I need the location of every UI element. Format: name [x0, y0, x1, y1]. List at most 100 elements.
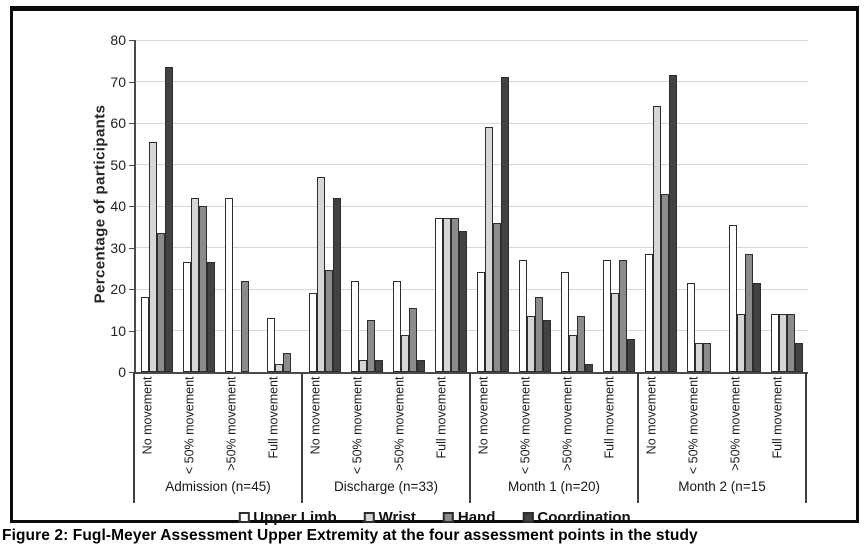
group-divider-2 — [469, 372, 471, 503]
y-tick-label-40: 40 — [110, 198, 126, 214]
group-divider-4 — [805, 372, 807, 503]
group-label: Admission (n=45) — [165, 479, 271, 494]
bar-coordination — [417, 359, 426, 372]
plot-area — [134, 39, 808, 374]
y-tick-label-20: 20 — [110, 281, 126, 297]
legend-label: Wrist — [378, 509, 416, 526]
gridline-80 — [136, 39, 808, 41]
bar-hand — [703, 342, 712, 372]
y-tick-mark-80 — [129, 40, 134, 41]
group-divider-0 — [133, 372, 135, 503]
bar-coordination — [207, 262, 216, 372]
y-tick-mark-60 — [129, 123, 134, 124]
bar-coordination — [333, 197, 342, 372]
bar-wrist — [400, 334, 409, 372]
bar-hand — [451, 218, 460, 372]
bar-hand — [493, 222, 502, 372]
legend-swatch — [238, 512, 250, 523]
bar-upper-limb — [434, 218, 443, 372]
bar-wrist — [442, 218, 451, 372]
bar-upper-limb — [182, 262, 191, 372]
y-tick-mark-20 — [129, 289, 134, 290]
gridline-60 — [136, 122, 808, 124]
y-tick-mark-10 — [129, 330, 134, 332]
gridline-20 — [136, 288, 808, 290]
bar-wrist — [568, 334, 577, 372]
bar-upper-limb — [644, 253, 653, 372]
figure-frame: Percentage of participants 0 10 20 30 40 50 60… — [10, 6, 859, 526]
gridline-40 — [136, 205, 808, 207]
bar-hand — [787, 313, 796, 372]
bar-hand — [283, 353, 292, 372]
legend-item-hand: Hand — [442, 509, 496, 526]
y-tick-label-70: 70 — [110, 73, 126, 90]
bar-upper-limb — [728, 224, 737, 372]
bar-hand — [409, 307, 418, 372]
bar-coordination — [501, 77, 510, 372]
bar-hand — [577, 315, 586, 372]
bar-wrist — [694, 342, 703, 372]
legend-item-coordination: Coordination — [522, 509, 631, 526]
group-label: Month 1 (n=20) — [508, 479, 600, 494]
figure-caption: Figure 2: Fugl-Meyer Assessment Upper Ex… — [2, 527, 698, 544]
bar-hand — [367, 320, 376, 372]
bar-coordination — [795, 342, 804, 372]
y-tick-label-60: 60 — [110, 115, 126, 131]
group-divider-1 — [301, 372, 303, 503]
bar-coordination — [585, 363, 594, 372]
bar-upper-limb — [224, 197, 233, 372]
bar-wrist — [610, 293, 619, 372]
bar-upper-limb — [266, 318, 275, 372]
bar-upper-limb — [476, 272, 485, 372]
group-label: Month 2 (n=15 — [678, 479, 766, 494]
bar-hand — [745, 253, 754, 372]
bar-wrist — [736, 313, 745, 372]
y-tick-label-50: 50 — [110, 156, 126, 173]
bar-hand — [325, 270, 334, 372]
bar-wrist — [526, 315, 535, 372]
bar-wrist — [778, 313, 787, 372]
bar-hand — [661, 193, 670, 372]
legend-swatch — [363, 512, 375, 523]
bar-wrist — [358, 359, 367, 372]
bar-upper-limb — [350, 280, 359, 372]
bar-upper-limb — [602, 259, 611, 372]
y-tick-mark-40 — [129, 206, 134, 207]
bar-coordination — [375, 359, 384, 372]
y-tick-mark-0 — [129, 372, 134, 373]
bar-coordination — [165, 66, 174, 372]
y-tick-label-10: 10 — [110, 322, 126, 339]
legend-item-upper-limb: Upper Limb — [238, 509, 337, 526]
bar-wrist — [316, 176, 325, 372]
bar-upper-limb — [392, 280, 401, 372]
bar-wrist — [148, 141, 157, 372]
legend-label: Hand — [457, 509, 496, 526]
bar-upper-limb — [518, 259, 527, 372]
bar-wrist — [484, 127, 493, 372]
bar-coordination — [543, 320, 552, 372]
y-tick-label-80: 80 — [110, 32, 126, 48]
bar-hand — [199, 206, 208, 372]
legend-label: Coordination — [537, 509, 631, 526]
gridline-70 — [136, 81, 808, 82]
gridline-50 — [136, 164, 808, 165]
legend-label: Upper Limb — [253, 509, 337, 526]
y-tick-mark-50 — [129, 164, 134, 166]
bar-upper-limb — [140, 297, 149, 372]
y-tick-mark-30 — [129, 247, 134, 249]
bar-coordination — [627, 338, 636, 372]
legend-item-wrist: Wrist — [363, 509, 416, 526]
group-divider-3 — [637, 372, 639, 503]
bar-wrist — [190, 197, 199, 372]
bar-upper-limb — [308, 293, 317, 372]
legend-swatch — [442, 512, 454, 523]
bar-upper-limb — [770, 313, 779, 372]
gridline-30 — [136, 247, 808, 248]
bar-hand — [157, 232, 166, 372]
group-label: Discharge (n=33) — [334, 479, 438, 494]
bar-hand — [619, 259, 628, 372]
bar-hand — [241, 280, 250, 372]
legend-swatch — [522, 512, 534, 523]
bar-coordination — [753, 282, 762, 372]
y-tick-label-0: 0 — [118, 364, 126, 380]
